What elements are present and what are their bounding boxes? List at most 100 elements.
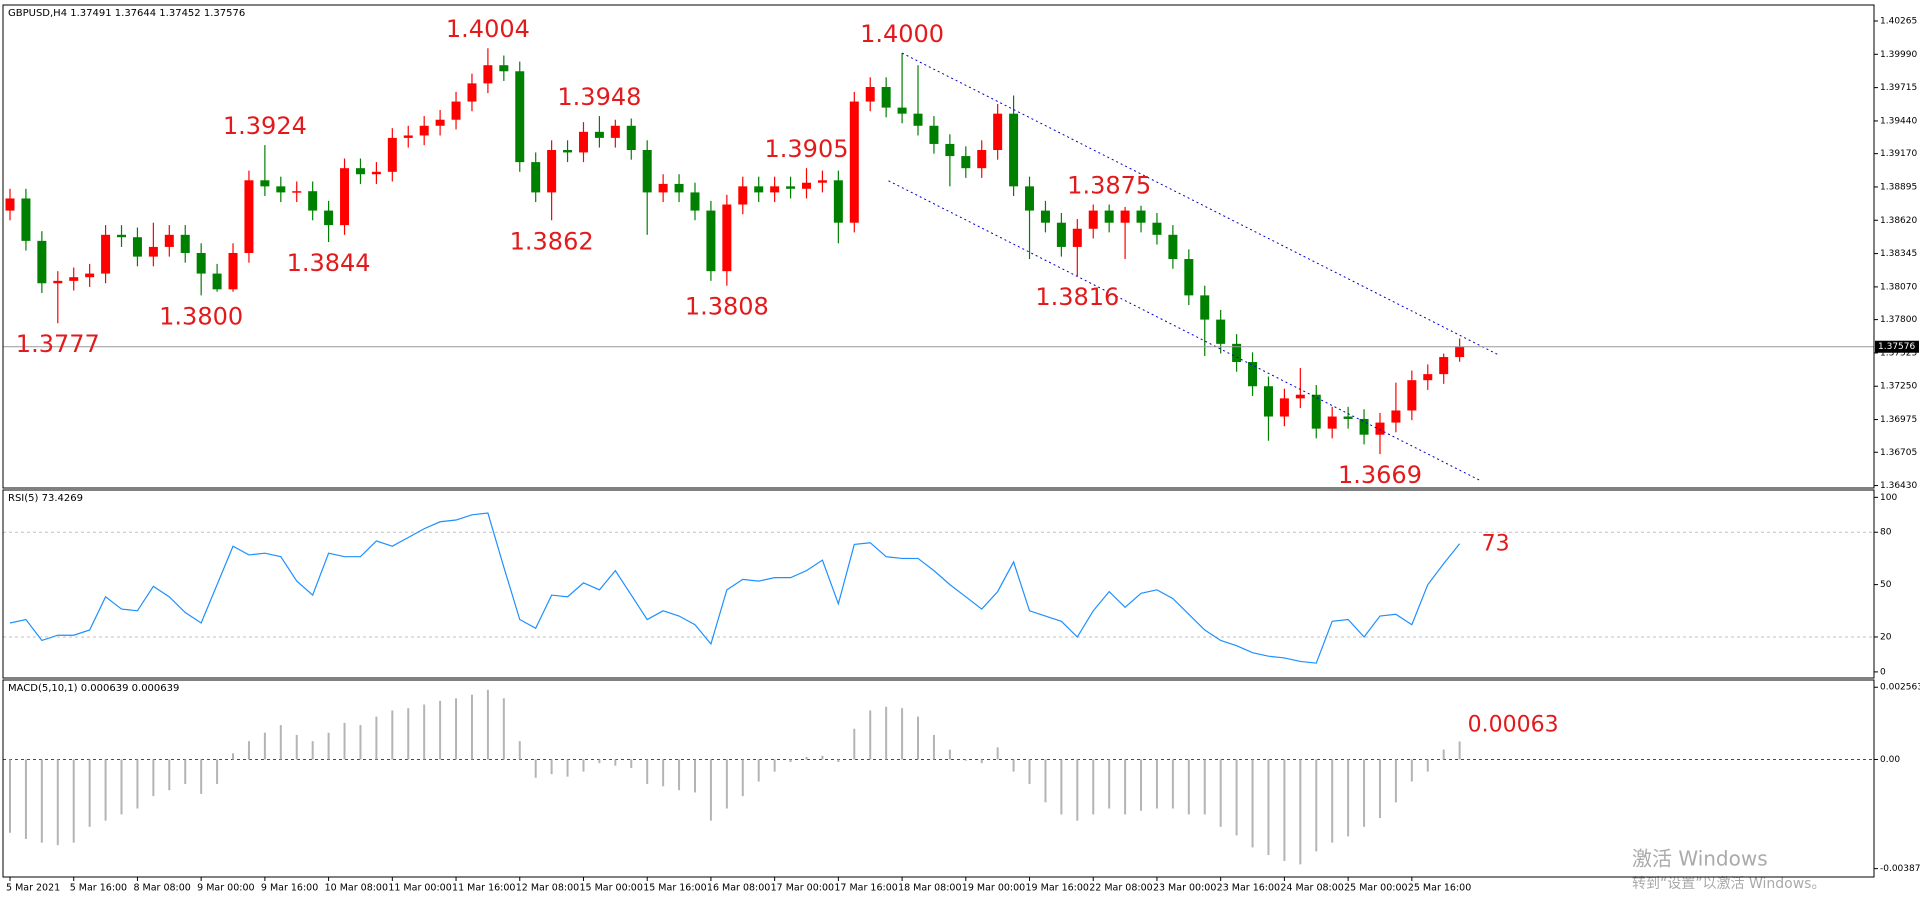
candle-body [563, 150, 573, 153]
macd-bar [1363, 759, 1366, 827]
y-tick-label: 1.39440 [1880, 116, 1917, 126]
candle-body [1136, 210, 1146, 223]
candle-body [1391, 410, 1401, 423]
candle-body [1200, 295, 1210, 320]
macd-bar [837, 759, 840, 763]
x-tick-label: 8 Mar 08:00 [133, 883, 190, 894]
candle-body [1375, 422, 1385, 435]
macd-bar [1044, 759, 1047, 803]
y-tick-label: 0.00 [1880, 755, 1900, 765]
macd-bar [136, 759, 139, 809]
macd-bar [1378, 759, 1381, 819]
current-price-label: 1.37576 [1878, 342, 1915, 352]
macd-bar [470, 694, 473, 760]
macd-bar [1203, 759, 1206, 815]
y-tick-label: 1.39990 [1880, 50, 1917, 60]
candle-body [865, 87, 875, 102]
macd-bar [359, 725, 362, 760]
candle-body [1279, 398, 1289, 417]
candle-body [467, 83, 477, 102]
macd-bar [1219, 759, 1222, 827]
candle-body [403, 135, 413, 138]
candle-body [770, 186, 780, 193]
macd-bar [662, 759, 665, 787]
macd-bar [343, 722, 346, 760]
macd-bar [869, 710, 872, 760]
macd-bar [1299, 759, 1302, 865]
candle-body [1439, 357, 1449, 375]
candle-body [833, 180, 843, 223]
x-tick-label: 18 Mar 08:00 [898, 883, 961, 894]
candle-body [515, 71, 525, 163]
y-tick-label: 1.40265 [1880, 16, 1917, 26]
x-tick-label: 12 Mar 08:00 [516, 883, 579, 894]
candle-body [802, 182, 811, 189]
price-annotation: 1.3808 [685, 293, 769, 321]
watermark-subtitle: 转到“设置”以激活 Windows。 [1632, 875, 1825, 892]
y-tick-label: 1.36705 [1880, 448, 1917, 458]
candle-body [722, 204, 732, 272]
candle-body [658, 183, 668, 193]
macd-bar [1442, 749, 1445, 760]
candle-body [1040, 210, 1050, 223]
macd-bar [72, 759, 75, 843]
macd-bar [1251, 759, 1254, 848]
macd-bar [630, 759, 633, 768]
pane-title: GBPUSD,H4 1.37491 1.37644 1.37452 1.3757… [8, 8, 245, 19]
candle-body [961, 156, 971, 169]
candle-body [483, 65, 493, 84]
macd-bar [9, 759, 11, 833]
candle-body [340, 168, 350, 226]
y-tick-label: 20 [1880, 632, 1892, 642]
macd-bar [885, 706, 888, 760]
candle-body [547, 150, 557, 193]
price-annotation: 1.3816 [1035, 283, 1119, 311]
macd-bar [678, 759, 681, 791]
macd-bar [1331, 759, 1334, 843]
candle-body [132, 237, 142, 257]
macd-bar [1012, 759, 1015, 772]
candle-body [387, 137, 397, 172]
macd-bar [614, 759, 617, 766]
candle-body [642, 150, 652, 193]
candle-body [419, 125, 429, 136]
y-tick-label: 1.37250 [1880, 382, 1917, 392]
pane-title: RSI(5) 73.4269 [8, 493, 83, 504]
candle-body [674, 183, 684, 193]
current-price-box [1875, 340, 1919, 353]
candle-body [1359, 418, 1369, 435]
y-tick-label: 1.38620 [1880, 216, 1917, 226]
price-annotation: 1.3800 [159, 302, 243, 330]
macd-annotation: 0.00063 [1468, 713, 1559, 738]
macd-bar [502, 698, 505, 760]
pane-frame [2, 679, 1875, 878]
price-annotation: 1.4004 [446, 15, 530, 43]
macd-bar [455, 698, 458, 760]
macd-bar [1394, 759, 1397, 803]
candle-body [101, 234, 111, 274]
macd-bar [216, 759, 219, 784]
candle-body [53, 280, 63, 284]
candle-body [1263, 386, 1273, 417]
macd-bar [693, 759, 696, 793]
candle-body [69, 277, 79, 281]
macd-bar [1092, 759, 1095, 815]
candle-body [148, 246, 158, 257]
macd-bar [550, 759, 553, 775]
macd-bar [486, 689, 489, 760]
candle-body [435, 119, 445, 126]
candle-body [1248, 362, 1258, 387]
candle-body [1152, 222, 1162, 235]
x-tick-label: 9 Mar 16:00 [261, 883, 318, 894]
watermark-title: 激活 Windows [1632, 847, 1768, 871]
price-annotation: 1.3875 [1067, 172, 1151, 200]
macd-bar [534, 759, 537, 778]
macd-bar [391, 710, 394, 760]
macd-bar [232, 753, 235, 760]
macd-bar [932, 734, 935, 760]
candle-body [578, 131, 588, 153]
macd-bar [996, 747, 999, 760]
macd-bar [279, 725, 282, 760]
candle-body [292, 191, 302, 193]
candle-body [993, 113, 1003, 151]
